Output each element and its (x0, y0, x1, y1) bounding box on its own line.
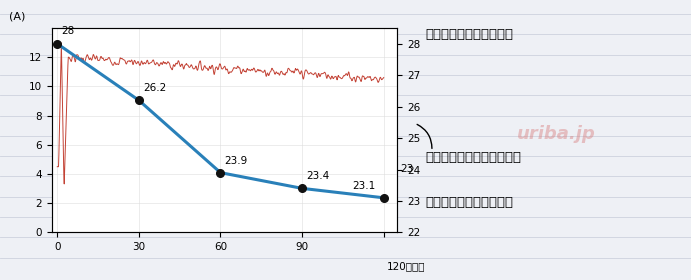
FancyArrowPatch shape (417, 124, 432, 148)
Text: 120（分）: 120（分） (386, 262, 425, 272)
Text: 23.9: 23.9 (225, 156, 248, 166)
Text: 28: 28 (61, 26, 75, 36)
Text: uriba.jp: uriba.jp (517, 125, 596, 143)
Text: 23.4: 23.4 (306, 171, 330, 181)
Text: 26.2: 26.2 (143, 83, 167, 94)
Text: 23: 23 (400, 164, 413, 174)
Text: エアコンがしっかり働き、: エアコンがしっかり働き、 (425, 151, 521, 164)
Text: uriba.jp: uriba.jp (223, 127, 289, 142)
Text: 室温が下がっていきます: 室温が下がっていきます (425, 196, 513, 209)
Text: エアコンのみの場合は、: エアコンのみの場合は、 (425, 28, 513, 41)
Text: 23.1: 23.1 (352, 181, 376, 191)
Text: (A): (A) (9, 12, 26, 22)
